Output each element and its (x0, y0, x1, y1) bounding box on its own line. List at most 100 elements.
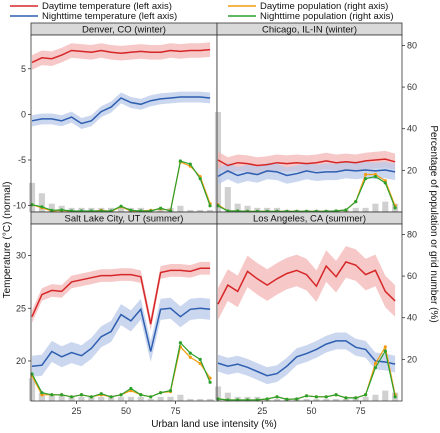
night-pop-point (60, 208, 64, 212)
grid-share-bar (68, 396, 75, 401)
grid-share-bar (187, 398, 194, 401)
night-pop-point (139, 393, 143, 397)
right-tick-label: 60 (407, 271, 417, 281)
grid-share-bar (137, 396, 144, 401)
grid-share-bar (372, 394, 379, 401)
grid-share-bar (108, 396, 115, 401)
day-temp-line (31, 267, 211, 325)
y-tick-label: 5 (21, 64, 26, 74)
grid-share-bar (157, 396, 164, 401)
grid-share-bar (333, 398, 340, 401)
night-temp-line (31, 307, 211, 367)
y-tick-label: -10 (13, 201, 26, 211)
night-pop-point (149, 395, 153, 399)
grid-share-bar (342, 398, 349, 401)
panel-title: Denver, CO (winter) (82, 25, 166, 36)
grid-share-bar (177, 394, 184, 401)
grid-share-bar (382, 390, 389, 401)
grid-share-bar (58, 394, 65, 401)
grid-share-bar (352, 207, 359, 212)
grid-share-bar (88, 396, 95, 401)
grid-share-bar (78, 396, 85, 401)
night-pop-point (324, 395, 328, 399)
grid-share-bar (48, 203, 55, 212)
panel-1: Chicago, IL-IN (winter) 20 40 60 80 (214, 22, 417, 213)
x-tick-label: 25 (72, 406, 82, 416)
y-tick-label: 0 (21, 109, 26, 119)
night-pop-point (79, 393, 84, 397)
right-tick-label: 40 (407, 124, 417, 134)
day-temp-band (32, 42, 211, 70)
panel-2: Salt Lake City, UT (summer) 20 25 30 25 50 75 (16, 211, 218, 416)
grid-share-bar (224, 187, 231, 212)
y-axis-right-title: Percentage of population or grid number … (428, 125, 439, 322)
day-temp-band (218, 246, 396, 320)
day-temp-line (217, 158, 396, 167)
x-axis-title: Urban land use intensity (%) (151, 419, 277, 430)
night-pop-point (129, 208, 133, 212)
night-pop-point (99, 392, 103, 396)
night-pop-point (159, 391, 163, 395)
legend-label-day-temp: Daytime temperature (left axis) (42, 1, 172, 12)
night-pop-point (159, 206, 163, 210)
grid-share-bar (28, 378, 36, 401)
panel-title: Los Angeles, CA (summer) (253, 214, 366, 225)
x-tick-label: 25 (257, 406, 267, 416)
night-temp-line (31, 96, 211, 125)
grid-share-bar (197, 209, 204, 212)
grid-share-bar (187, 209, 194, 212)
legend: Daytime temperature (left axis) Nighttim… (10, 1, 394, 22)
night-pop-point (40, 205, 44, 209)
y-tick-label: 25 (16, 303, 26, 313)
night-pop-point (373, 366, 378, 370)
grid-share-bar (207, 209, 214, 212)
night-pop-point (275, 395, 279, 399)
night-pop-point (383, 349, 387, 353)
grid-share-bar (167, 396, 174, 401)
legend-label-day-pop: Daytime population (right axis) (260, 1, 388, 12)
night-pop-point (265, 397, 269, 401)
night-pop-point (129, 386, 133, 391)
night-pop-point (119, 204, 123, 208)
night-pop-point (188, 162, 192, 166)
y-tick-label: -5 (18, 155, 26, 165)
night-pop-point (198, 177, 202, 181)
night-pop-point (314, 395, 318, 399)
grid-share-bar (362, 207, 369, 212)
grid-share-bar (28, 182, 36, 212)
night-pop-point (50, 393, 54, 397)
night-pop-point (373, 175, 378, 179)
day-pop-point (373, 361, 378, 366)
day-temp-line (217, 261, 396, 305)
grid-share-bar (197, 398, 204, 401)
night-pop-point (60, 393, 64, 397)
y-tick-label: 30 (16, 251, 26, 261)
panel-title: Salt Lake City, UT (summer) (65, 214, 184, 225)
right-tick-label: 20 (407, 354, 417, 364)
grid-share-bar (313, 398, 320, 401)
night-pop-point (354, 396, 358, 400)
panel-title: Chicago, IL-IN (winter) (262, 25, 357, 36)
right-tick-label: 80 (407, 229, 417, 239)
x-tick-label: 75 (170, 406, 180, 416)
night-pop-point (178, 159, 182, 163)
grid-share-bar (147, 398, 154, 401)
night-pop-point (344, 208, 348, 212)
night-pop-point (393, 395, 397, 399)
night-temp-line (217, 340, 396, 377)
grid-share-bar (214, 112, 222, 212)
night-pop-point (393, 206, 397, 210)
panel-0: Denver, CO (winter) -10 -5 0 5 (13, 22, 218, 213)
night-pop-point (168, 388, 173, 393)
x-tick-label: 75 (356, 406, 366, 416)
grid-share-bar (177, 205, 184, 212)
grid-share-bar (372, 203, 379, 212)
grid-share-bar (323, 398, 330, 401)
night-pop-point (208, 380, 212, 384)
night-pop-point (198, 357, 202, 361)
night-pop-point (304, 394, 309, 398)
grid-share-bar (117, 396, 125, 401)
night-pop-point (383, 181, 387, 185)
night-pop-point (285, 397, 289, 401)
